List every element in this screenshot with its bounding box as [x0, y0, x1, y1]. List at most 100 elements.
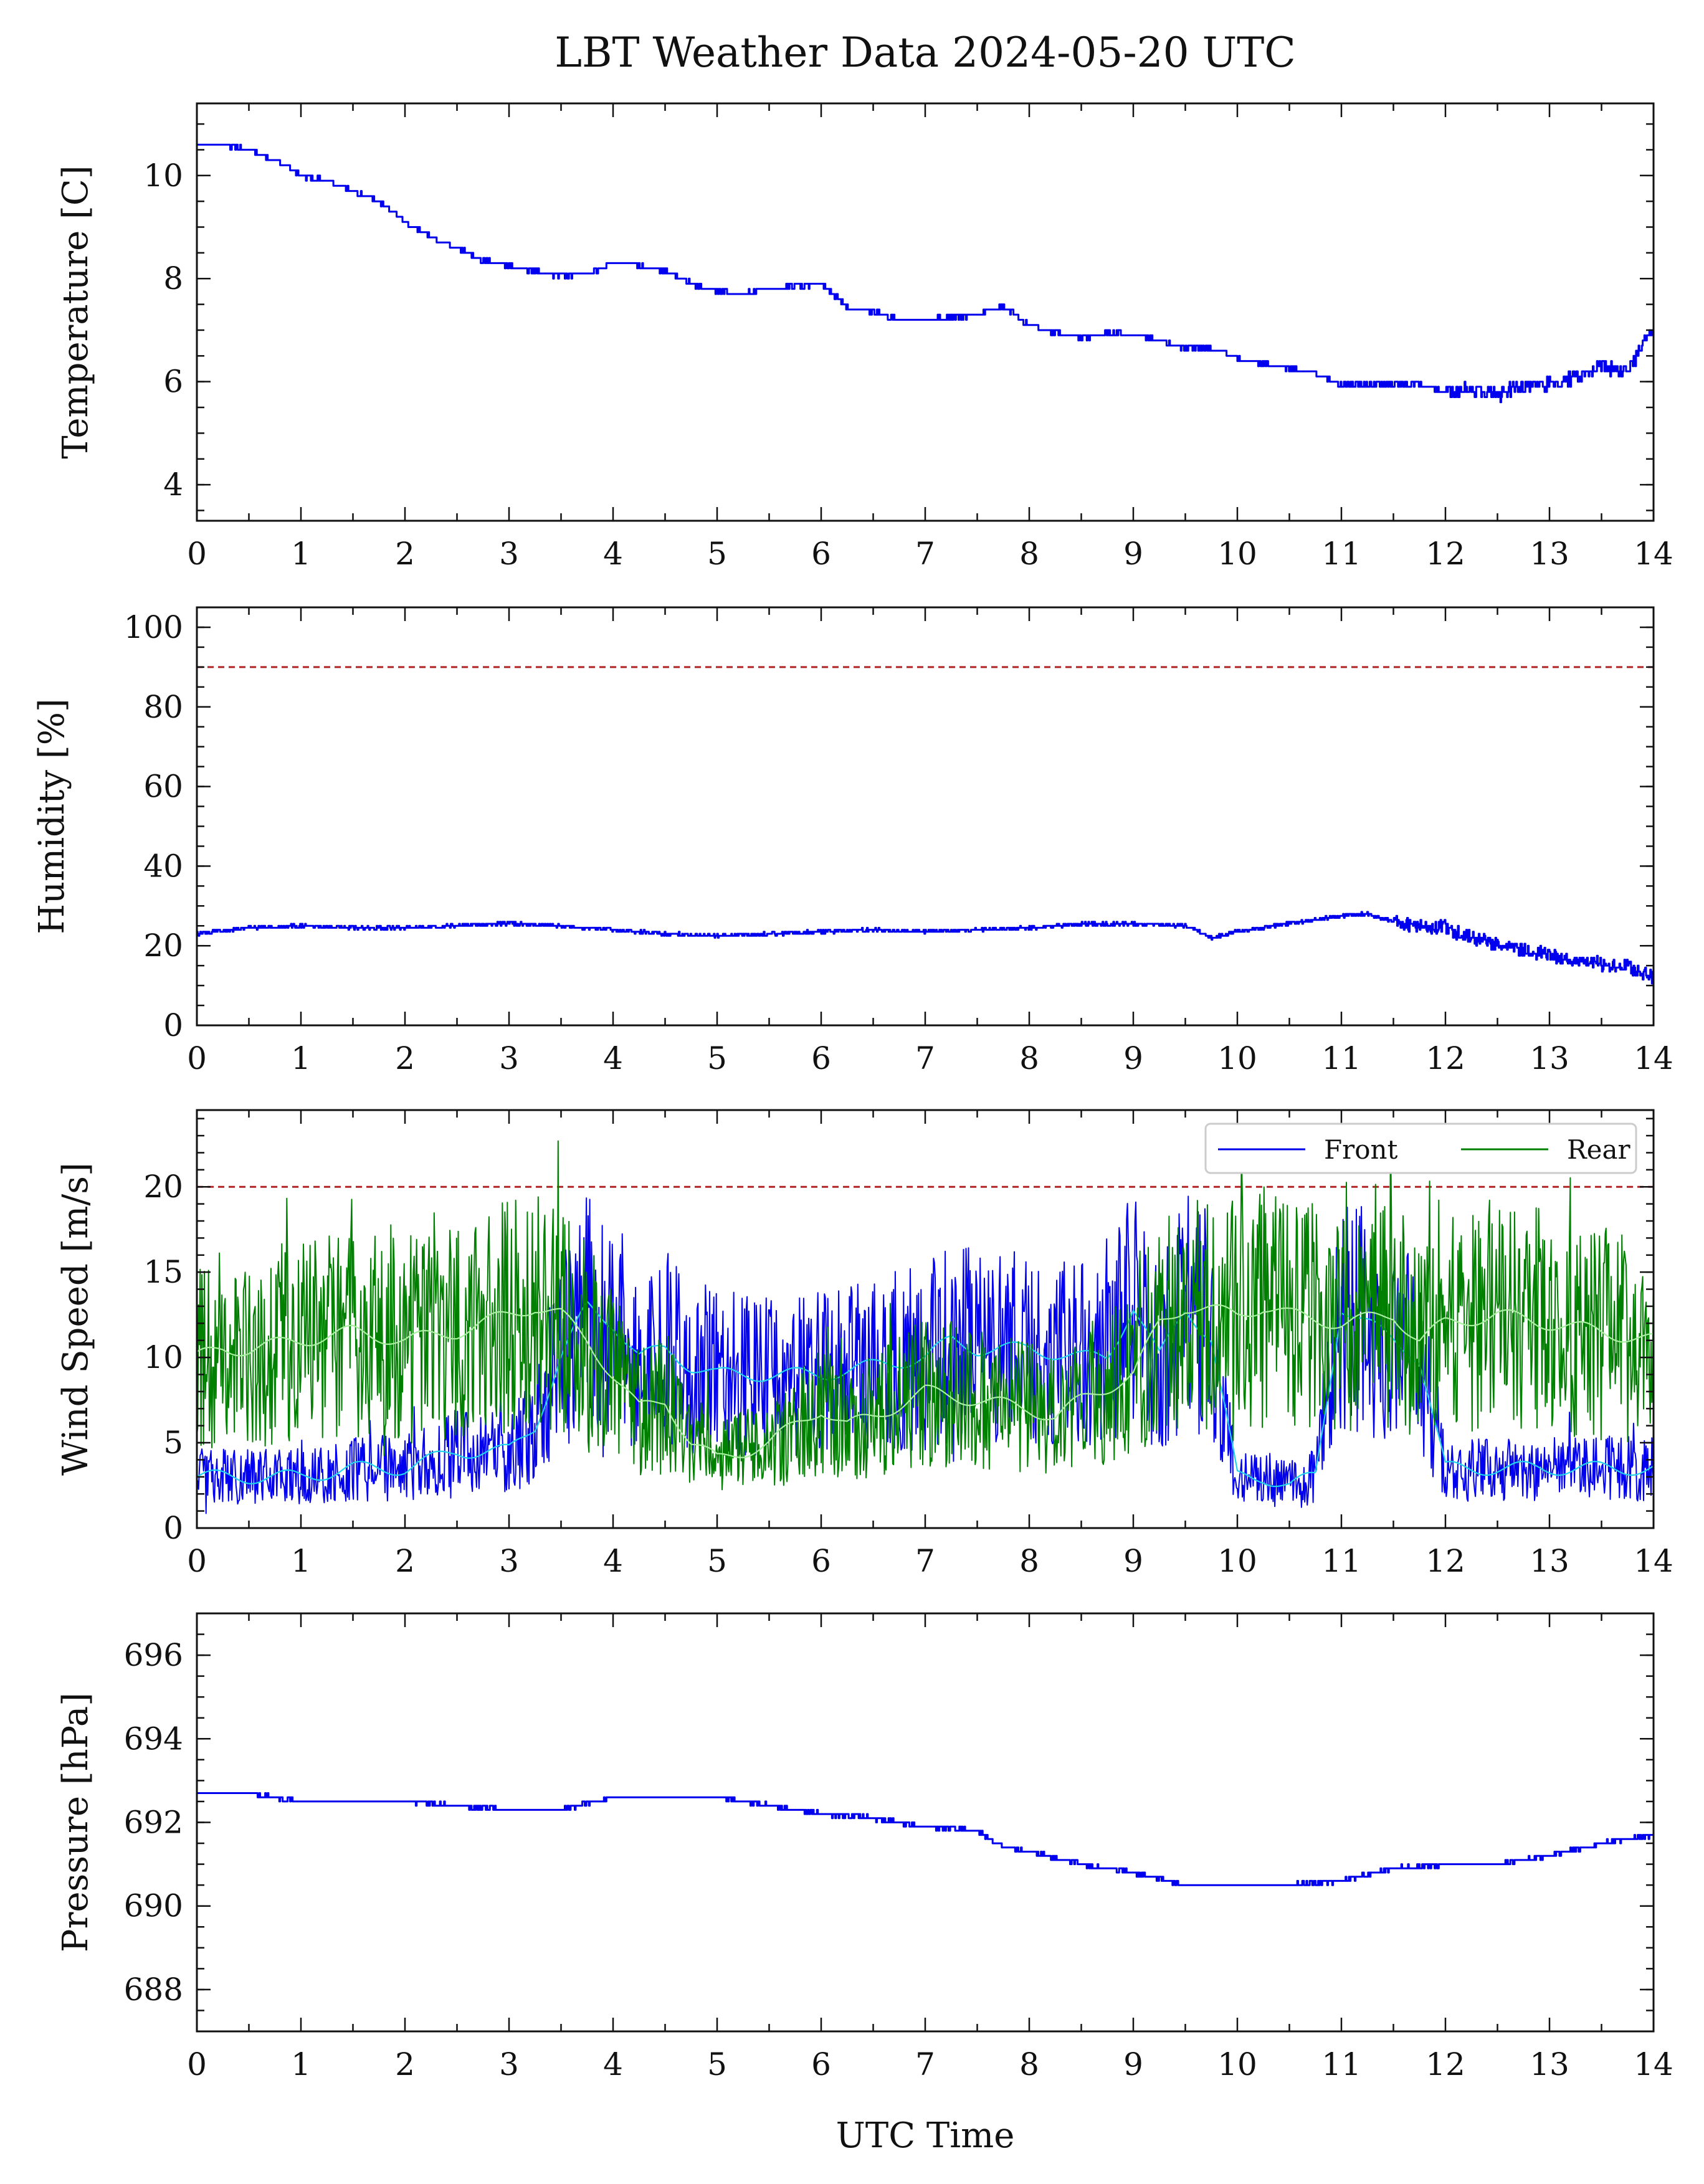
x-tick-label: 9	[1123, 536, 1143, 572]
y-tick-label: 694	[124, 1721, 183, 1757]
series-line	[197, 143, 1654, 404]
legend-box	[1204, 1123, 1637, 1174]
x-tick-label: 5	[707, 1543, 727, 1579]
y-tick-label: 5	[163, 1425, 183, 1461]
x-tick-label: 2	[395, 1040, 415, 1076]
series-line-rear	[197, 1126, 1654, 1491]
x-tick-label: 11	[1321, 536, 1361, 572]
x-tick-label: 11	[1321, 1543, 1361, 1579]
y-tick-label: 15	[143, 1254, 183, 1290]
x-tick-label: 9	[1123, 2046, 1143, 2082]
x-tick-label: 0	[187, 2046, 207, 2082]
x-tick-label: 12	[1426, 536, 1465, 572]
x-tick-label: 11	[1321, 2046, 1361, 2082]
y-tick-label: 20	[143, 1169, 183, 1205]
y-tick-label: 688	[124, 1972, 183, 2008]
y-axis-label: Wind Speed [m/s]	[55, 1162, 96, 1476]
x-tick-label: 14	[1634, 1040, 1673, 1076]
x-axis-label: UTC Time	[836, 2115, 1015, 2156]
x-tick-label: 8	[1019, 1543, 1039, 1579]
y-tick-label: 4	[163, 467, 183, 503]
x-tick-label: 12	[1426, 2046, 1465, 2082]
x-tick-label: 7	[915, 536, 935, 572]
x-tick-label: 2	[395, 2046, 415, 2082]
x-tick-label: 5	[707, 2046, 727, 2082]
y-axis-label: Humidity [%]	[32, 698, 72, 934]
x-tick-label: 6	[811, 536, 831, 572]
x-tick-label: 12	[1426, 1543, 1465, 1579]
x-tick-label: 13	[1530, 1543, 1569, 1579]
legend-label-rear: Rear	[1567, 1134, 1631, 1165]
x-tick-label: 6	[811, 1543, 831, 1579]
y-axis-label: Temperature [C]	[55, 165, 96, 458]
x-tick-label: 14	[1634, 2046, 1673, 2082]
y-tick-label: 100	[124, 609, 183, 645]
series-line	[197, 1792, 1654, 1886]
y-tick-label: 690	[124, 1888, 183, 1924]
figure-title: LBT Weather Data 2024-05-20 UTC	[555, 29, 1296, 77]
x-tick-label: 0	[187, 1040, 207, 1076]
x-tick-label: 13	[1530, 536, 1569, 572]
y-tick-label: 60	[143, 769, 183, 805]
x-tick-label: 10	[1217, 1040, 1257, 1076]
x-tick-label: 8	[1019, 1040, 1039, 1076]
plot-area-wind	[197, 1126, 1654, 1514]
x-tick-label: 9	[1123, 1040, 1143, 1076]
y-tick-label: 696	[124, 1637, 183, 1673]
x-tick-label: 6	[811, 2046, 831, 2082]
panel-pressure: 0 1 2 3 4 5 6 7 8 9 10 11 12 13 14688690692694696Press…	[55, 1612, 1673, 2082]
x-tick-label: 1	[291, 536, 311, 572]
x-tick-label: 7	[915, 2046, 935, 2082]
x-tick-label: 11	[1321, 1040, 1361, 1076]
x-tick-label: 10	[1217, 1543, 1257, 1579]
y-tick-label: 6	[163, 364, 183, 400]
x-tick-label: 5	[707, 536, 727, 572]
x-tick-label: 1	[291, 2046, 311, 2082]
x-tick-label: 10	[1217, 2046, 1257, 2082]
x-tick-label: 8	[1019, 2046, 1039, 2082]
x-tick-label: 7	[915, 1040, 935, 1076]
y-tick-label: 80	[143, 689, 183, 725]
y-tick-label: 40	[143, 848, 183, 884]
x-tick-label: 13	[1530, 1040, 1569, 1076]
x-tick-label: 2	[395, 536, 415, 572]
x-tick-label: 7	[915, 1543, 935, 1579]
x-tick-label: 2	[395, 1543, 415, 1579]
x-tick-label: 12	[1426, 1040, 1465, 1076]
x-tick-label: 4	[603, 2046, 623, 2082]
plot-area-humidity	[197, 666, 1654, 985]
x-tick-label: 14	[1634, 536, 1673, 572]
x-tick-label: 8	[1019, 536, 1039, 572]
y-tick-label: 8	[163, 260, 183, 297]
x-tick-label: 4	[603, 1543, 623, 1579]
plot-area-temperature	[197, 143, 1654, 404]
x-tick-label: 3	[499, 1040, 519, 1076]
y-tick-label: 0	[163, 1007, 183, 1043]
x-tick-label: 3	[499, 2046, 519, 2082]
y-tick-label: 10	[143, 158, 183, 194]
legend-label-front: Front	[1324, 1134, 1398, 1165]
legend: Front Rear	[1204, 1123, 1637, 1174]
x-tick-label: 13	[1530, 2046, 1569, 2082]
x-tick-label: 3	[499, 1543, 519, 1579]
x-tick-label: 4	[603, 536, 623, 572]
y-axis-label: Pressure [hPa]	[55, 1693, 96, 1952]
x-tick-label: 6	[811, 1040, 831, 1076]
plot-area-pressure	[197, 1792, 1654, 1886]
y-tick-label: 0	[163, 1510, 183, 1546]
y-tick-label: 20	[143, 928, 183, 964]
series-smoothed-rear	[197, 1304, 1654, 1458]
x-tick-label: 0	[187, 536, 207, 572]
x-tick-label: 4	[603, 1040, 623, 1076]
x-tick-label: 5	[707, 1040, 727, 1076]
x-tick-label: 1	[291, 1543, 311, 1579]
x-tick-label: 0	[187, 1543, 207, 1579]
x-tick-label: 3	[499, 536, 519, 572]
series-line	[197, 911, 1654, 985]
x-tick-label: 10	[1217, 536, 1257, 572]
